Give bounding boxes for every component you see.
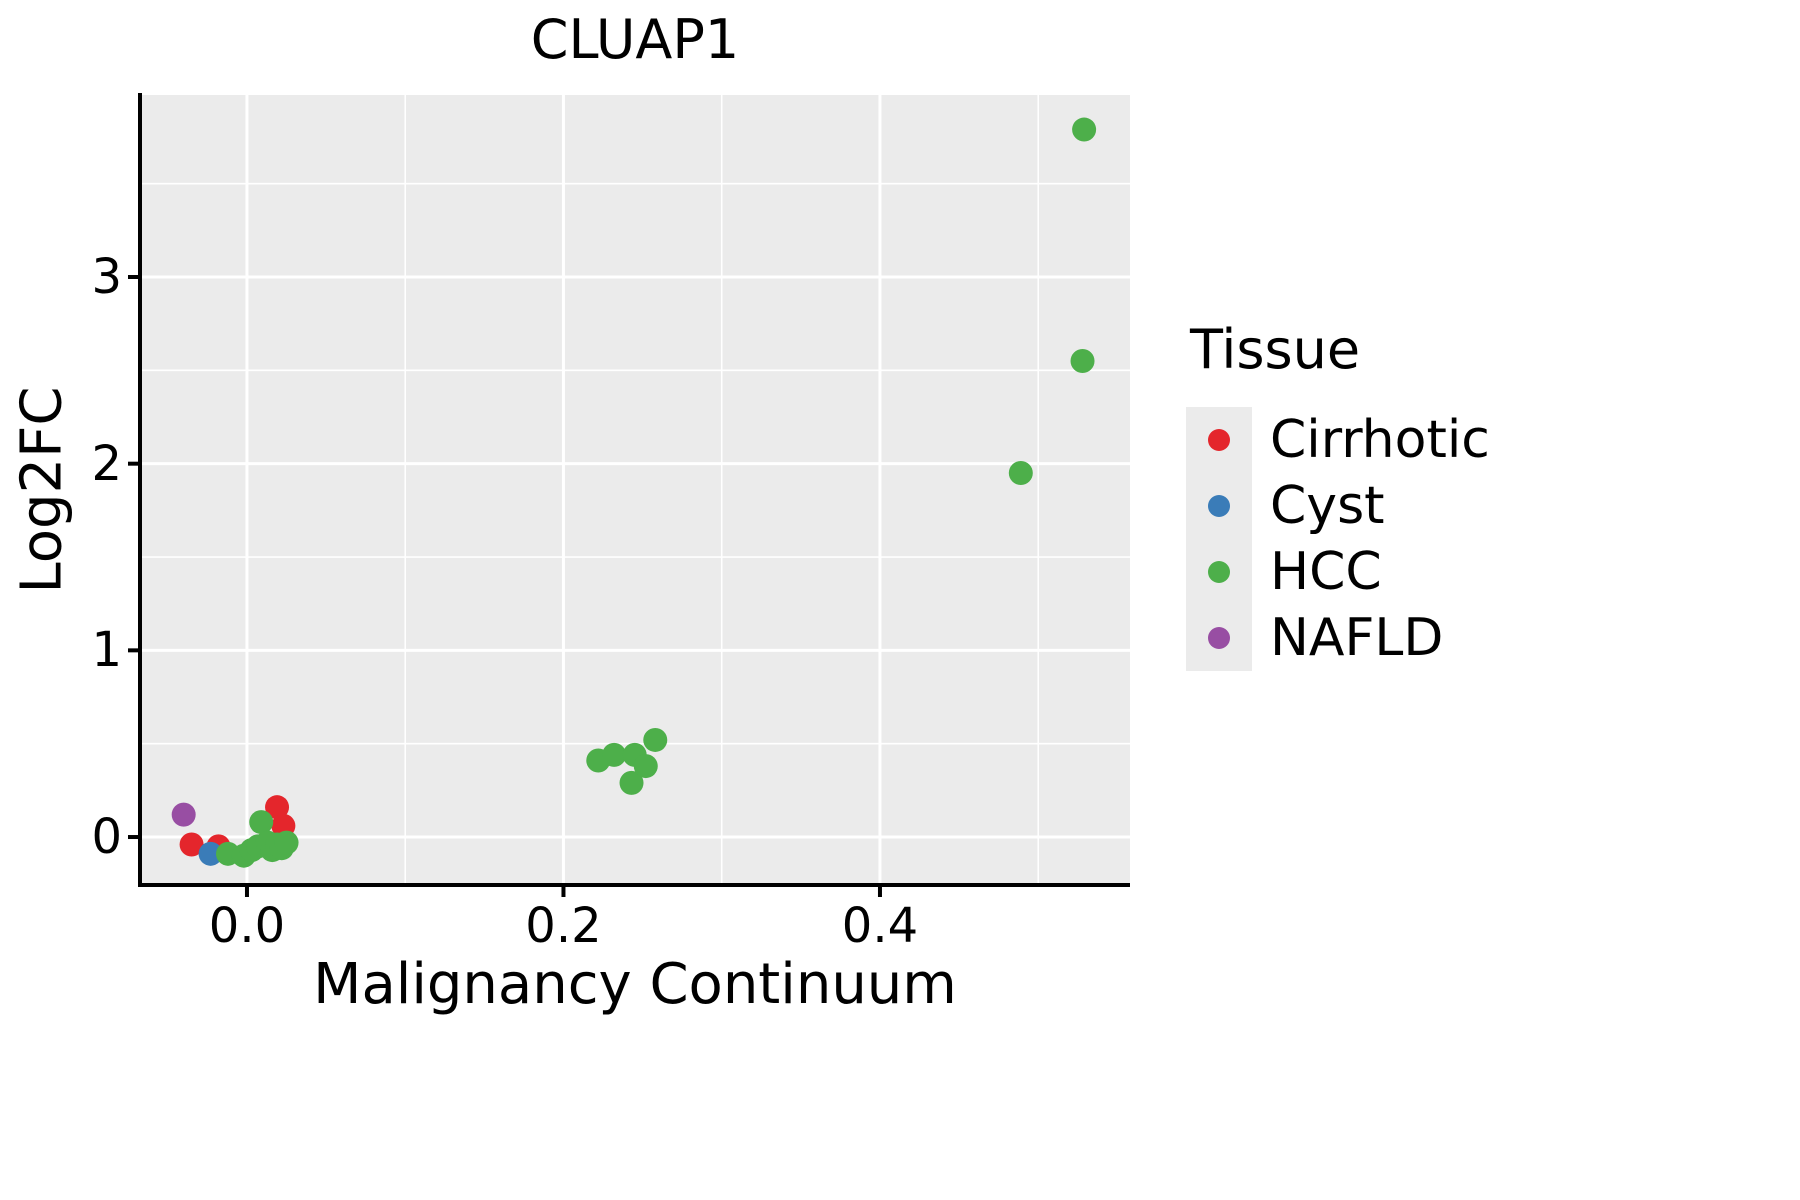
legend-label: Cirrhotic	[1270, 410, 1490, 470]
y-tick-label: 2	[91, 435, 122, 492]
legend-title: Tissue	[1190, 318, 1361, 381]
legend-dot-icon	[1208, 429, 1230, 451]
data-point-hcc	[633, 754, 658, 779]
data-point-hcc	[602, 742, 627, 767]
y-tick-label: 3	[91, 249, 122, 305]
legend-dot-icon	[1208, 627, 1230, 649]
legend-key	[1186, 539, 1252, 605]
legend-item-nafld: NAFLD	[1186, 605, 1490, 671]
x-tick-label: 0.0	[208, 898, 286, 954]
x-tick-label: 0.2	[525, 898, 602, 954]
data-point-cyst	[198, 841, 223, 866]
data-point-cirrhotic	[179, 832, 204, 857]
legend-label: NAFLD	[1270, 608, 1444, 668]
data-point-hcc	[619, 770, 644, 795]
legend-key	[1186, 605, 1252, 671]
legend-label: HCC	[1270, 542, 1382, 602]
data-point-cirrhotic	[265, 795, 290, 820]
legend-dot-icon	[1208, 495, 1230, 517]
data-point-hcc	[643, 727, 668, 752]
legend-key	[1186, 473, 1252, 539]
chart-title: CLUAP1	[530, 8, 740, 71]
legend-item-cirrhotic: Cirrhotic	[1186, 407, 1490, 473]
data-point-hcc	[1070, 349, 1095, 374]
x-axis-label: Malignancy Continuum	[313, 952, 957, 1017]
legend-dot-icon	[1208, 561, 1230, 583]
legend-item-hcc: HCC	[1186, 539, 1490, 605]
data-point-hcc	[249, 810, 274, 835]
data-point-hcc	[1008, 461, 1033, 486]
y-axis-label: Log2FC	[9, 386, 75, 594]
legend-label: Cyst	[1270, 476, 1385, 536]
data-point-hcc	[274, 830, 299, 855]
data-point-hcc	[1072, 117, 1097, 142]
data-point-nafld	[171, 802, 196, 827]
x-tick-label: 0.4	[841, 898, 919, 954]
legend-items: Cirrhotic Cyst HCC NAFLD	[1186, 407, 1490, 671]
legend-item-cyst: Cyst	[1186, 473, 1490, 539]
legend: Tissue Cirrhotic Cyst HCC NAFLD	[1186, 318, 1490, 671]
legend-key	[1186, 407, 1252, 473]
y-tick-label: 1	[91, 622, 122, 679]
y-tick-label: 0	[91, 809, 122, 866]
